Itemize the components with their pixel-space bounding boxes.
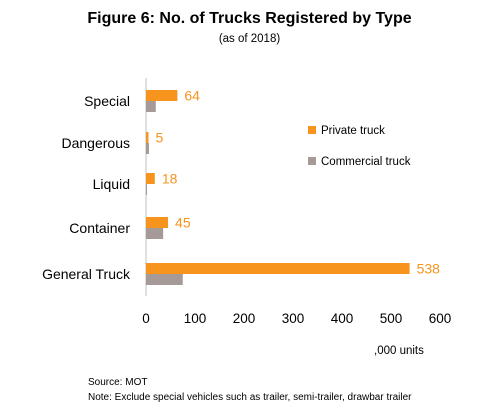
- category-label: Special: [84, 93, 130, 109]
- x-tick-label: 200: [233, 311, 256, 326]
- x-tick-label: 600: [429, 311, 452, 326]
- chart-subtitle: (as of 2018): [218, 33, 281, 45]
- legend-swatch: [308, 126, 316, 134]
- legend-swatch: [308, 157, 316, 165]
- bar-commercial-container: [146, 228, 164, 239]
- bar-commercial-liquid: [146, 184, 147, 195]
- bar-private-general-truck: [146, 263, 410, 274]
- category-label: Container: [69, 220, 130, 236]
- source-note: Source: MOT: [88, 377, 148, 388]
- bar-private-dangerous: [146, 132, 149, 143]
- data-label: 64: [184, 88, 200, 104]
- bar-commercial-special: [146, 101, 156, 112]
- x-tick-label: 300: [282, 311, 305, 326]
- bar-commercial-general-truck: [146, 274, 183, 285]
- x-tick-label: 400: [331, 311, 354, 326]
- bar-commercial-dangerous: [146, 143, 149, 154]
- x-tick-label: 0: [142, 311, 150, 326]
- bar-private-container: [146, 217, 169, 228]
- category-label: Dangerous: [62, 135, 131, 151]
- data-label: 18: [162, 171, 178, 187]
- category-label: Liquid: [93, 176, 130, 192]
- data-label: 5: [155, 130, 163, 146]
- legend-label: Private truck: [321, 125, 385, 137]
- data-label: 45: [175, 215, 191, 231]
- chart-title: Figure 6: No. of Trucks Registered by Ty…: [87, 10, 412, 27]
- x-tick-label: 100: [184, 311, 207, 326]
- x-tick-label: 500: [380, 311, 403, 326]
- category-label: General Truck: [42, 266, 131, 282]
- x-axis-unit-label: ,000 units: [374, 345, 424, 357]
- footnote: Note: Exclude special vehicles such as t…: [88, 392, 412, 403]
- data-label: 538: [417, 261, 441, 277]
- legend-label: Commercial truck: [321, 156, 411, 168]
- bar-private-special: [146, 90, 178, 101]
- bar-private-liquid: [146, 173, 155, 184]
